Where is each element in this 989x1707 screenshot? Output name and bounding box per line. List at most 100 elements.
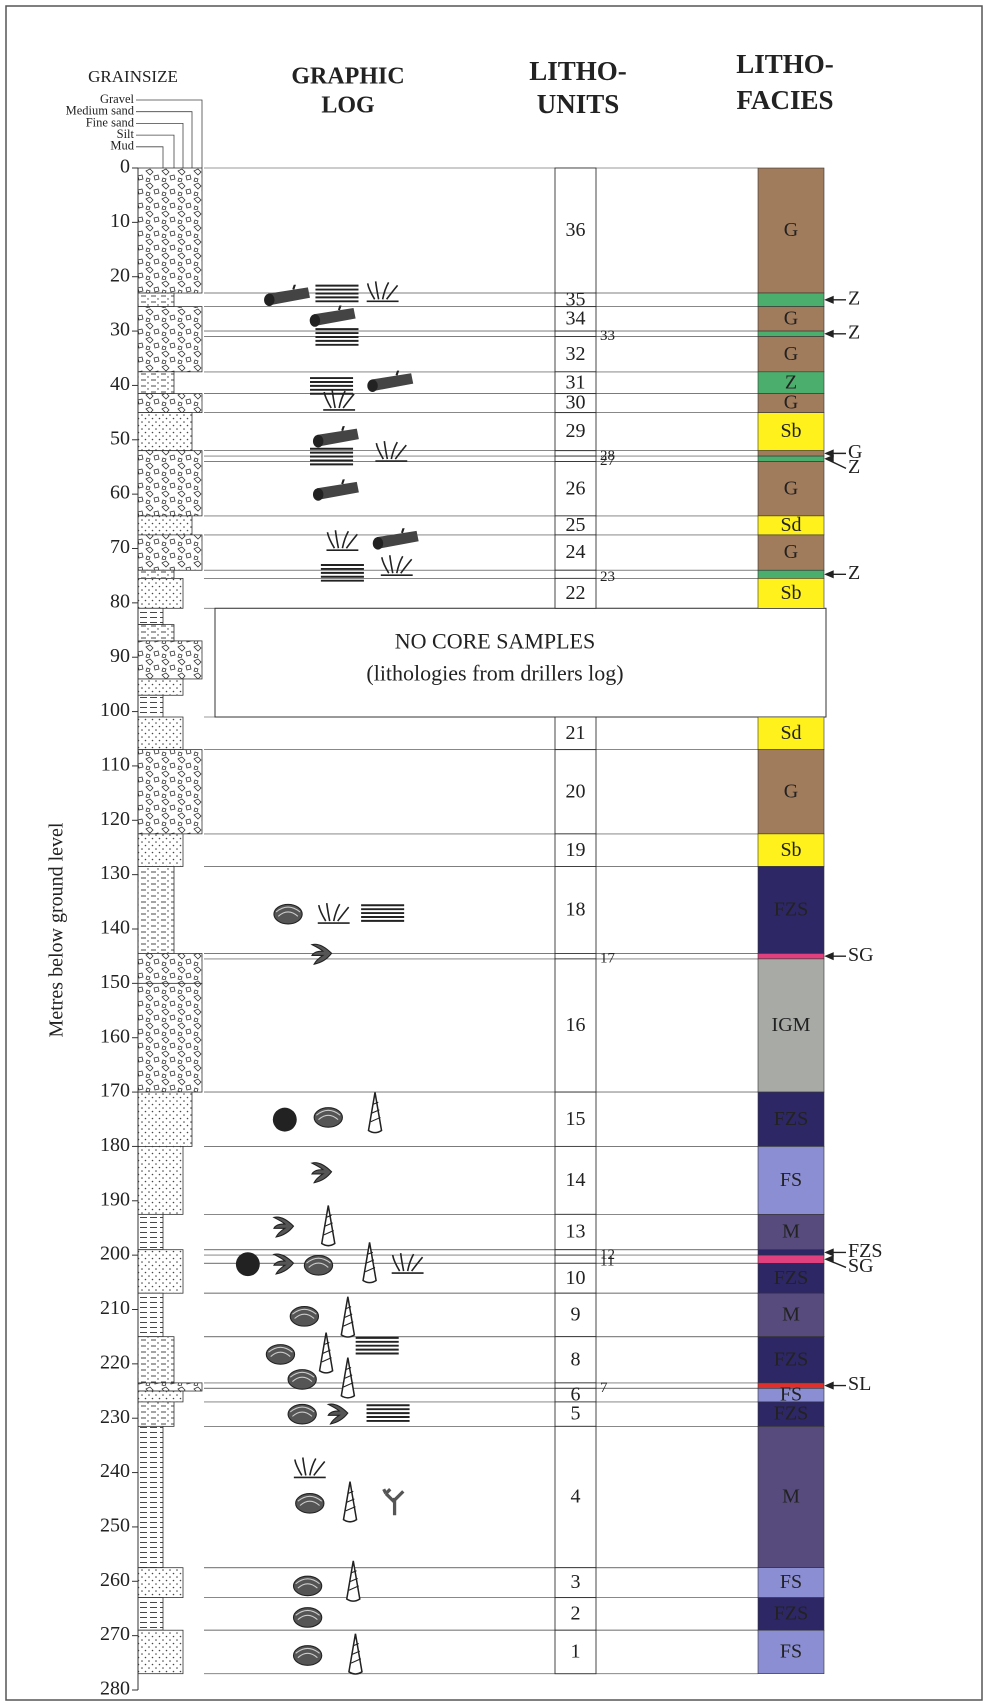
depth-tick-label: 70 xyxy=(110,536,130,558)
grain-pattern xyxy=(138,570,174,578)
graphic-log-header: GRAPHIC xyxy=(291,64,404,90)
depth-tick-label: 200 xyxy=(100,1243,130,1265)
facies-label: FS xyxy=(780,1641,802,1663)
grain-pattern xyxy=(138,625,174,641)
facies-label: Z xyxy=(848,321,860,343)
no-core-text: NO CORE SAMPLES xyxy=(395,628,595,653)
symbol-shell xyxy=(274,904,302,924)
symbol-shell xyxy=(293,1608,321,1628)
symbol-ball xyxy=(236,1252,260,1276)
unit-label: 34 xyxy=(566,307,586,329)
grain-bracket xyxy=(136,123,183,168)
depth-tick-label: 10 xyxy=(110,210,130,232)
facies-label: SG xyxy=(848,944,874,966)
grain-pattern xyxy=(138,1250,183,1293)
grain-pattern xyxy=(138,1293,163,1336)
depth-tick-label: 110 xyxy=(101,754,130,776)
facies-label: FZS xyxy=(774,1267,808,1289)
unit-label: 22 xyxy=(566,582,586,604)
grain-pattern xyxy=(138,1426,163,1567)
facies-arrow xyxy=(826,571,846,577)
depth-tick-label: 160 xyxy=(100,1025,130,1047)
grain-pattern xyxy=(138,1598,163,1631)
grain-pattern xyxy=(138,983,202,1092)
grain-pattern xyxy=(138,307,202,372)
symbol-ball xyxy=(273,1108,297,1132)
symbol-plant xyxy=(381,555,413,575)
symbol-claw xyxy=(312,1163,332,1183)
facies-label: Sb xyxy=(780,420,801,442)
symbol-lam xyxy=(367,1405,410,1421)
facies-label: Z xyxy=(848,287,860,309)
grain-pattern xyxy=(138,608,163,624)
unit-label: 36 xyxy=(566,219,586,241)
grain-pattern xyxy=(138,372,174,394)
facies-label: FZS xyxy=(774,1348,808,1370)
unit-label: 8 xyxy=(571,1348,581,1370)
facies-block xyxy=(758,953,824,958)
no-core-text: (lithologies from drillers log) xyxy=(366,660,623,685)
depth-tick-label: 120 xyxy=(100,808,130,830)
unit-label: 18 xyxy=(566,899,586,921)
litho-facies-header: LITHO- xyxy=(736,49,834,79)
depth-tick-label: 270 xyxy=(100,1623,130,1645)
facies-block xyxy=(758,451,824,456)
grain-pattern xyxy=(138,578,183,608)
facies-label: G xyxy=(784,343,798,365)
unit-label: 1 xyxy=(571,1641,581,1663)
symbol-claw xyxy=(274,1254,294,1274)
symbol-shell xyxy=(266,1345,294,1365)
symbol-lam xyxy=(356,1338,399,1354)
symbol-cone xyxy=(343,1482,356,1522)
facies-label: Z xyxy=(848,456,860,478)
grain-pattern xyxy=(138,413,192,451)
stratigraphic-log: GRAINSIZE GRAPHIC LOG LITHO- UNITS LITHO… xyxy=(0,0,989,1707)
symbol-claw xyxy=(274,1217,294,1237)
symbol-cone xyxy=(347,1561,360,1601)
symbol-cone xyxy=(368,1092,381,1132)
depth-tick-label: 260 xyxy=(100,1569,130,1591)
symbol-shell xyxy=(290,1307,318,1327)
litho-unit xyxy=(555,1250,596,1255)
facies-block xyxy=(758,293,824,307)
grain-pattern xyxy=(138,866,174,953)
depth-tick-label: 60 xyxy=(110,482,130,504)
symbol-claw xyxy=(328,1404,348,1424)
symbol-lam xyxy=(315,286,358,302)
depth-tick-label: 180 xyxy=(100,1134,130,1156)
depth-tick-label: 190 xyxy=(100,1188,130,1210)
facies-label: Z xyxy=(785,371,797,393)
unit-label: 23 xyxy=(600,569,615,585)
grain-pattern xyxy=(138,750,202,834)
symbol-cone xyxy=(349,1634,362,1674)
facies-label: M xyxy=(782,1221,800,1243)
facies-arrow xyxy=(826,331,846,337)
symbol-lam xyxy=(310,449,353,465)
grainsize-header: GRAINSIZE xyxy=(88,67,178,86)
facies-label: Z xyxy=(848,562,860,584)
grain-pattern xyxy=(138,695,163,717)
grain-pattern xyxy=(138,1568,183,1598)
symbol-plant xyxy=(318,903,350,923)
grain-pattern xyxy=(138,717,183,750)
symbol-shell xyxy=(296,1494,324,1514)
grain-pattern xyxy=(138,679,183,695)
facies-arrow xyxy=(826,450,846,456)
facies-label: G xyxy=(784,392,798,414)
facies-arrow xyxy=(826,456,846,469)
litho-facies-header: FACIES xyxy=(736,85,833,115)
symbol-lam xyxy=(361,905,404,921)
facies-label: G xyxy=(784,780,798,802)
depth-tick-label: 100 xyxy=(100,699,130,721)
symbol-log xyxy=(313,424,359,447)
symbol-shell xyxy=(314,1108,342,1128)
graphic-log-header: LOG xyxy=(321,93,375,119)
unit-label: 2 xyxy=(571,1602,581,1624)
facies-label: SG xyxy=(848,1255,874,1277)
facies-label: Sb xyxy=(780,839,801,861)
facies-label: FZS xyxy=(774,1108,808,1130)
depth-tick-label: 130 xyxy=(100,862,130,884)
facies-label: M xyxy=(782,1304,800,1326)
facies-label: Sd xyxy=(780,514,801,536)
unit-label: 17 xyxy=(600,951,616,967)
